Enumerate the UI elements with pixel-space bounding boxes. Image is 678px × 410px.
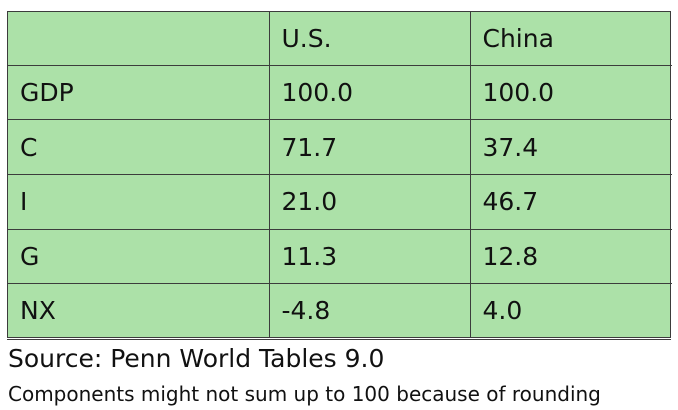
row-label: C (8, 119, 270, 175)
row-label: GDP (8, 64, 270, 121)
us-value: 71.7 (268, 119, 471, 175)
us-value: -4.8 (268, 283, 471, 337)
gdp-components-table-container: U.S. China GDP 100.0 100.0 C 71.7 37.4 I… (7, 11, 672, 340)
row-label: NX (8, 283, 270, 337)
us-value: 11.3 (268, 228, 471, 285)
table-header-row: U.S. China (8, 12, 672, 66)
china-value: 37.4 (469, 119, 672, 175)
us-value: 100.0 (268, 64, 471, 121)
header-china: China (469, 12, 672, 66)
china-value: 12.8 (469, 228, 672, 285)
table-row: GDP 100.0 100.0 (8, 64, 672, 121)
row-label: G (8, 228, 270, 285)
china-value: 4.0 (469, 283, 672, 337)
header-us: U.S. (268, 12, 471, 66)
header-empty-cell (8, 12, 270, 66)
table-row: I 21.0 46.7 (8, 173, 672, 230)
table-row: NX -4.8 4.0 (8, 283, 672, 337)
table-row: G 11.3 12.8 (8, 228, 672, 285)
row-label: I (8, 173, 270, 230)
china-value: 46.7 (469, 173, 672, 230)
china-value: 100.0 (469, 64, 672, 121)
table-row: C 71.7 37.4 (8, 119, 672, 175)
gdp-components-table: U.S. China GDP 100.0 100.0 C 71.7 37.4 I… (8, 12, 672, 337)
rounding-note: Components might not sum up to 100 becau… (8, 382, 601, 406)
source-caption: Source: Penn World Tables 9.0 (8, 344, 385, 373)
us-value: 21.0 (268, 173, 471, 230)
